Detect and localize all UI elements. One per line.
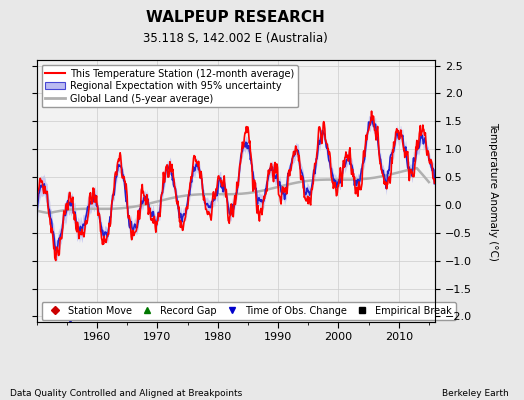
Y-axis label: Temperature Anomaly (°C): Temperature Anomaly (°C) — [488, 122, 498, 260]
Text: Data Quality Controlled and Aligned at Breakpoints: Data Quality Controlled and Aligned at B… — [10, 389, 243, 398]
Text: Berkeley Earth: Berkeley Earth — [442, 389, 508, 398]
Text: 35.118 S, 142.002 E (Australia): 35.118 S, 142.002 E (Australia) — [144, 32, 328, 45]
Text: WALPEUP RESEARCH: WALPEUP RESEARCH — [146, 10, 325, 25]
Legend: Station Move, Record Gap, Time of Obs. Change, Empirical Break: Station Move, Record Gap, Time of Obs. C… — [41, 302, 455, 320]
